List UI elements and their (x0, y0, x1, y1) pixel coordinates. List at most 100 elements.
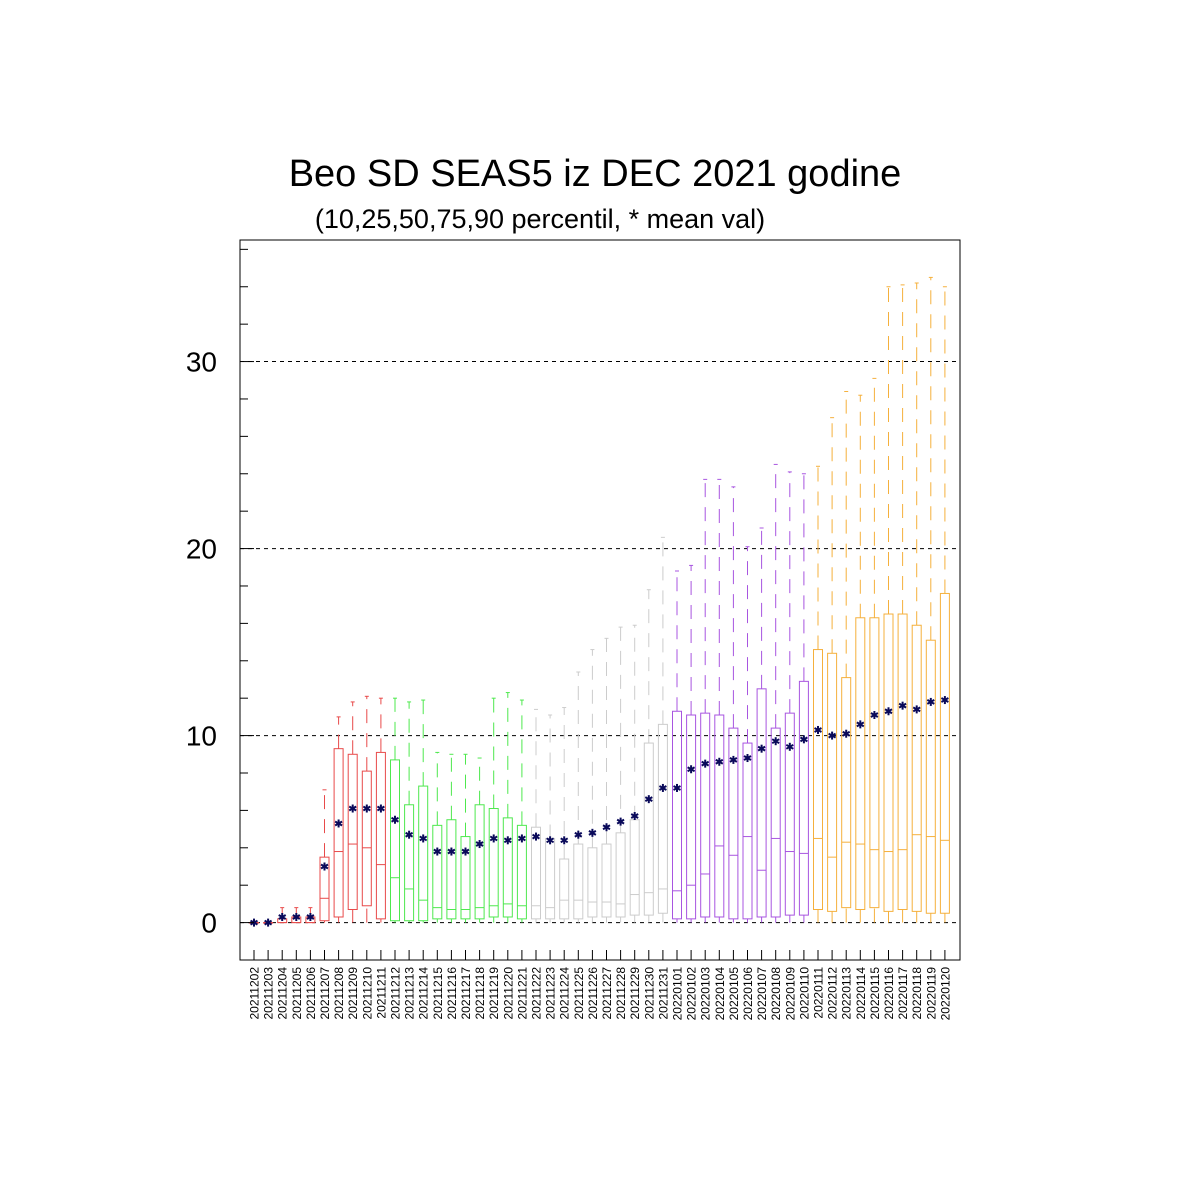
box-20211216 (446, 753, 457, 923)
x-tick-label: 20211212 (389, 967, 403, 1020)
mean-marker (546, 836, 555, 845)
box-20211215 (432, 751, 443, 923)
mean-marker (785, 742, 794, 751)
box-iqr (897, 613, 908, 911)
x-tick-label: 20220116 (882, 967, 896, 1020)
box-20220105 (728, 486, 739, 923)
grid-lines (240, 361, 960, 924)
box-iqr (672, 710, 682, 920)
mean-marker (884, 707, 893, 716)
mean-marker (673, 783, 681, 792)
box-20211230 (643, 589, 654, 923)
box-iqr (516, 824, 527, 920)
box-20220117 (897, 284, 908, 923)
mean-marker (532, 832, 540, 841)
box-20211221 (516, 699, 527, 923)
box-iqr (347, 753, 358, 911)
box-iqr (587, 847, 598, 918)
x-tick-label: 20220111 (812, 967, 826, 1019)
box-iqr (474, 804, 485, 920)
box-20220111 (813, 465, 823, 923)
box-20211213 (404, 701, 415, 923)
box-20220108 (770, 463, 781, 923)
mean-marker (405, 830, 414, 839)
box-20211219 (488, 697, 499, 923)
box-iqr (390, 759, 400, 922)
x-tick-label: 20211222 (530, 967, 544, 1020)
mean-marker (278, 912, 287, 921)
x-tick-label: 20220112 (826, 967, 840, 1020)
box-20211217 (460, 753, 471, 923)
box-iqr (883, 613, 894, 912)
x-tick-label: 20211206 (304, 967, 318, 1020)
x-tick-label: 20220115 (868, 967, 882, 1020)
x-tick-label: 20211230 (642, 967, 656, 1020)
box-20211223 (545, 714, 556, 923)
x-tick-label: 20211209 (346, 967, 360, 1020)
x-tick-label: 20211215 (431, 967, 445, 1020)
box-iqr (925, 639, 936, 914)
x-tick-label: 20211208 (332, 967, 346, 1020)
box-iqr (418, 785, 429, 922)
x-tick-label: 20211210 (360, 967, 374, 1020)
box-20211207 (319, 789, 330, 923)
box-20211218 (474, 757, 485, 923)
box-20220119 (925, 276, 936, 923)
mean-markers (250, 696, 949, 927)
x-tick-label: 20220105 (727, 967, 741, 1021)
mean-marker (926, 697, 935, 706)
box-iqr (333, 748, 344, 918)
box-20220113 (841, 390, 852, 923)
x-tick-label: 20211204 (276, 967, 290, 1020)
x-tick-label: 20211224 (558, 967, 572, 1020)
box-iqr (700, 712, 711, 918)
x-tick-label: 20211205 (290, 967, 304, 1020)
box-iqr (855, 617, 866, 911)
x-tick-label: 20211213 (403, 967, 417, 1020)
box-20211214 (418, 699, 429, 923)
mean-marker (447, 847, 456, 856)
x-tick-label: 20220106 (741, 967, 755, 1021)
plot-frame (239, 239, 961, 961)
y-tick-label: 10 (186, 721, 217, 752)
box-iqr (770, 727, 781, 918)
box-iqr (686, 714, 697, 920)
box-iqr (460, 836, 471, 920)
x-tick-label: 20211203 (262, 967, 276, 1020)
chart-title: Beo SD SEAS5 iz DEC 2021 godine (289, 153, 902, 195)
x-tick-label: 20211231 (656, 967, 670, 1020)
x-tick-label: 20220117 (896, 967, 910, 1020)
box-20220110 (798, 473, 809, 923)
box-20211224 (559, 707, 570, 923)
x-tick-label: 20220103 (699, 967, 713, 1021)
box-iqr (643, 742, 654, 916)
mean-marker (701, 759, 710, 768)
box-20220112 (827, 417, 838, 923)
mean-marker (376, 804, 385, 813)
y-tick-label: 0 (201, 908, 217, 939)
x-tick-label: 20211228 (614, 967, 628, 1020)
mean-marker (461, 847, 470, 856)
box-iqr (502, 817, 513, 918)
x-tick-label: 20220108 (769, 967, 783, 1021)
x-tick-label: 20211202 (248, 967, 262, 1020)
box-20211226 (587, 649, 598, 923)
x-tick-label: 20211226 (586, 967, 600, 1020)
mean-marker (842, 729, 851, 738)
mean-marker (912, 705, 921, 714)
box-iqr (531, 826, 541, 920)
box-iqr (488, 808, 499, 918)
mean-marker (264, 918, 273, 927)
box-20211220 (502, 692, 513, 923)
mean-marker (348, 804, 357, 813)
box-20211209 (347, 701, 358, 923)
mean-marker (517, 834, 526, 843)
mean-marker (715, 757, 724, 766)
box-20220118 (911, 282, 922, 923)
box-iqr (361, 770, 372, 907)
mean-marker (292, 912, 301, 921)
box-20211208 (333, 716, 344, 923)
x-tick-label: 20220114 (854, 967, 868, 1020)
mean-marker (814, 725, 822, 734)
